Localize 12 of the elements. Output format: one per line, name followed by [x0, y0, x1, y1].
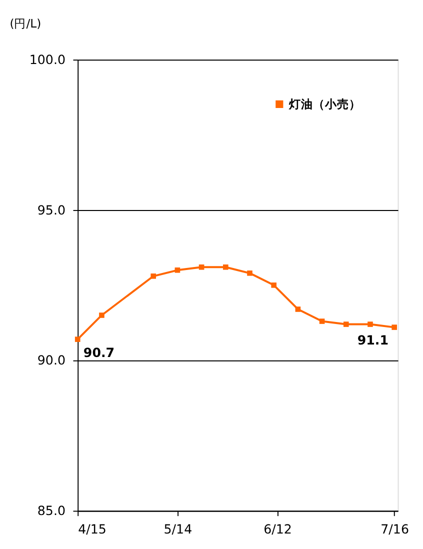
legend-label: 灯油（小売）	[288, 97, 362, 112]
x-tick-label: 7/16	[380, 522, 409, 537]
y-tick-label: 90.0	[37, 352, 66, 368]
annotation: 90.7	[83, 344, 115, 360]
annotation: 91.1	[357, 332, 389, 348]
y-tick-label: 100.0	[29, 52, 66, 67]
y-tick-label: 95.0	[37, 202, 66, 218]
y-axis-title: (円/L)	[10, 16, 42, 31]
x-tick-label: 6/12	[264, 522, 292, 537]
y-tick-label: 85.0	[37, 503, 66, 518]
x-tick-label: 5/14	[164, 522, 192, 537]
x-tick-label: 4/15	[78, 522, 106, 537]
